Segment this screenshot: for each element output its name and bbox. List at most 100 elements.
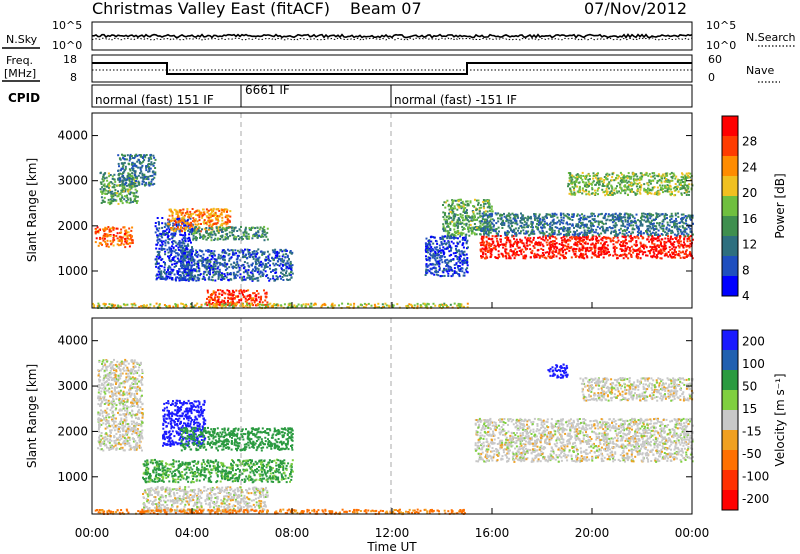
power-cell — [454, 234, 457, 237]
power-cell — [660, 242, 662, 245]
power-cell — [214, 291, 216, 294]
power-cell — [188, 223, 191, 226]
power-cell — [164, 277, 167, 280]
power-cell — [518, 246, 521, 249]
power-cell — [458, 265, 461, 268]
power-cell — [465, 224, 468, 227]
power-cell — [212, 208, 215, 211]
power-cell — [178, 277, 180, 280]
power-cell — [230, 263, 233, 266]
power-cell — [457, 268, 460, 271]
power-cell — [644, 245, 646, 247]
power-cell — [207, 259, 210, 262]
power-cell — [486, 210, 489, 213]
power-cell — [628, 252, 631, 255]
power-cell — [185, 305, 188, 308]
power-cell — [300, 304, 303, 307]
power-cell — [125, 242, 128, 245]
power-cell — [378, 306, 380, 309]
power-cell — [452, 252, 455, 255]
power-cell — [469, 227, 472, 230]
power-cell — [263, 289, 265, 292]
power-cell — [223, 297, 226, 300]
power-cell — [191, 259, 193, 262]
power-cell — [203, 220, 206, 223]
power-cell — [247, 269, 250, 272]
power-cell — [102, 239, 105, 242]
power-cell — [459, 255, 462, 258]
power-cell — [287, 279, 290, 281]
power-cell — [147, 183, 150, 186]
power-cell — [535, 225, 537, 228]
power-cell — [552, 245, 555, 248]
power-cell — [636, 235, 639, 238]
power-cell — [178, 217, 181, 220]
power-cell — [370, 304, 373, 307]
power-cell — [620, 241, 623, 244]
power-cell — [685, 232, 688, 235]
power-cell — [441, 255, 444, 257]
power-cell — [224, 263, 227, 266]
power-cell — [590, 243, 593, 246]
power-cell — [124, 167, 127, 170]
power-cell — [232, 230, 235, 233]
power-cell — [480, 250, 483, 253]
power-cell — [491, 218, 494, 221]
power-cell — [229, 272, 232, 274]
power-cell — [499, 235, 502, 237]
power-cell — [107, 183, 110, 185]
power-cell — [202, 258, 205, 261]
power-cell — [546, 216, 548, 219]
power-cell — [276, 260, 279, 263]
power-cell — [188, 216, 191, 219]
power-cell — [154, 225, 157, 228]
power-cell — [202, 272, 205, 275]
power-cell — [174, 241, 177, 244]
power-cell — [244, 300, 247, 303]
power-cell — [597, 215, 599, 218]
power-cell — [103, 229, 106, 232]
power-cell — [477, 203, 479, 206]
power-cell — [145, 169, 148, 172]
power-cell — [217, 277, 220, 280]
power-cell — [238, 228, 241, 231]
power-cell — [650, 249, 652, 252]
power-cell — [514, 240, 517, 243]
power-cell — [439, 254, 442, 257]
power-cell — [607, 248, 609, 251]
power-cell — [612, 243, 615, 246]
power-cell — [241, 277, 243, 280]
power-cell — [469, 224, 472, 226]
power-cell — [211, 254, 214, 257]
power-cell — [189, 224, 192, 227]
power-cell — [224, 238, 227, 241]
power-cell — [223, 301, 226, 304]
power-cell — [554, 243, 556, 245]
power-cell — [116, 195, 119, 198]
power-cell — [211, 279, 214, 282]
power-cell — [195, 270, 198, 273]
power-cell — [449, 265, 452, 268]
power-cell — [234, 238, 237, 240]
power-cell — [198, 270, 201, 273]
power-cell — [281, 263, 284, 266]
power-cell — [235, 289, 238, 292]
power-cell — [467, 215, 470, 218]
power-cell — [666, 221, 669, 224]
power-cell — [136, 200, 139, 202]
power-cell — [228, 290, 231, 292]
power-cell — [635, 244, 637, 247]
power-cell — [494, 230, 497, 233]
power-cell — [341, 302, 344, 305]
power-cell — [166, 248, 169, 251]
power-cell — [253, 299, 256, 302]
power-cell — [648, 240, 651, 243]
power-cell — [445, 265, 448, 268]
power-cell — [554, 236, 557, 239]
power-cell — [454, 207, 457, 210]
power-cell — [102, 303, 105, 306]
power-cell — [660, 238, 663, 241]
power-cell — [138, 159, 141, 162]
power-cell — [164, 263, 167, 266]
power-cell — [178, 210, 181, 213]
